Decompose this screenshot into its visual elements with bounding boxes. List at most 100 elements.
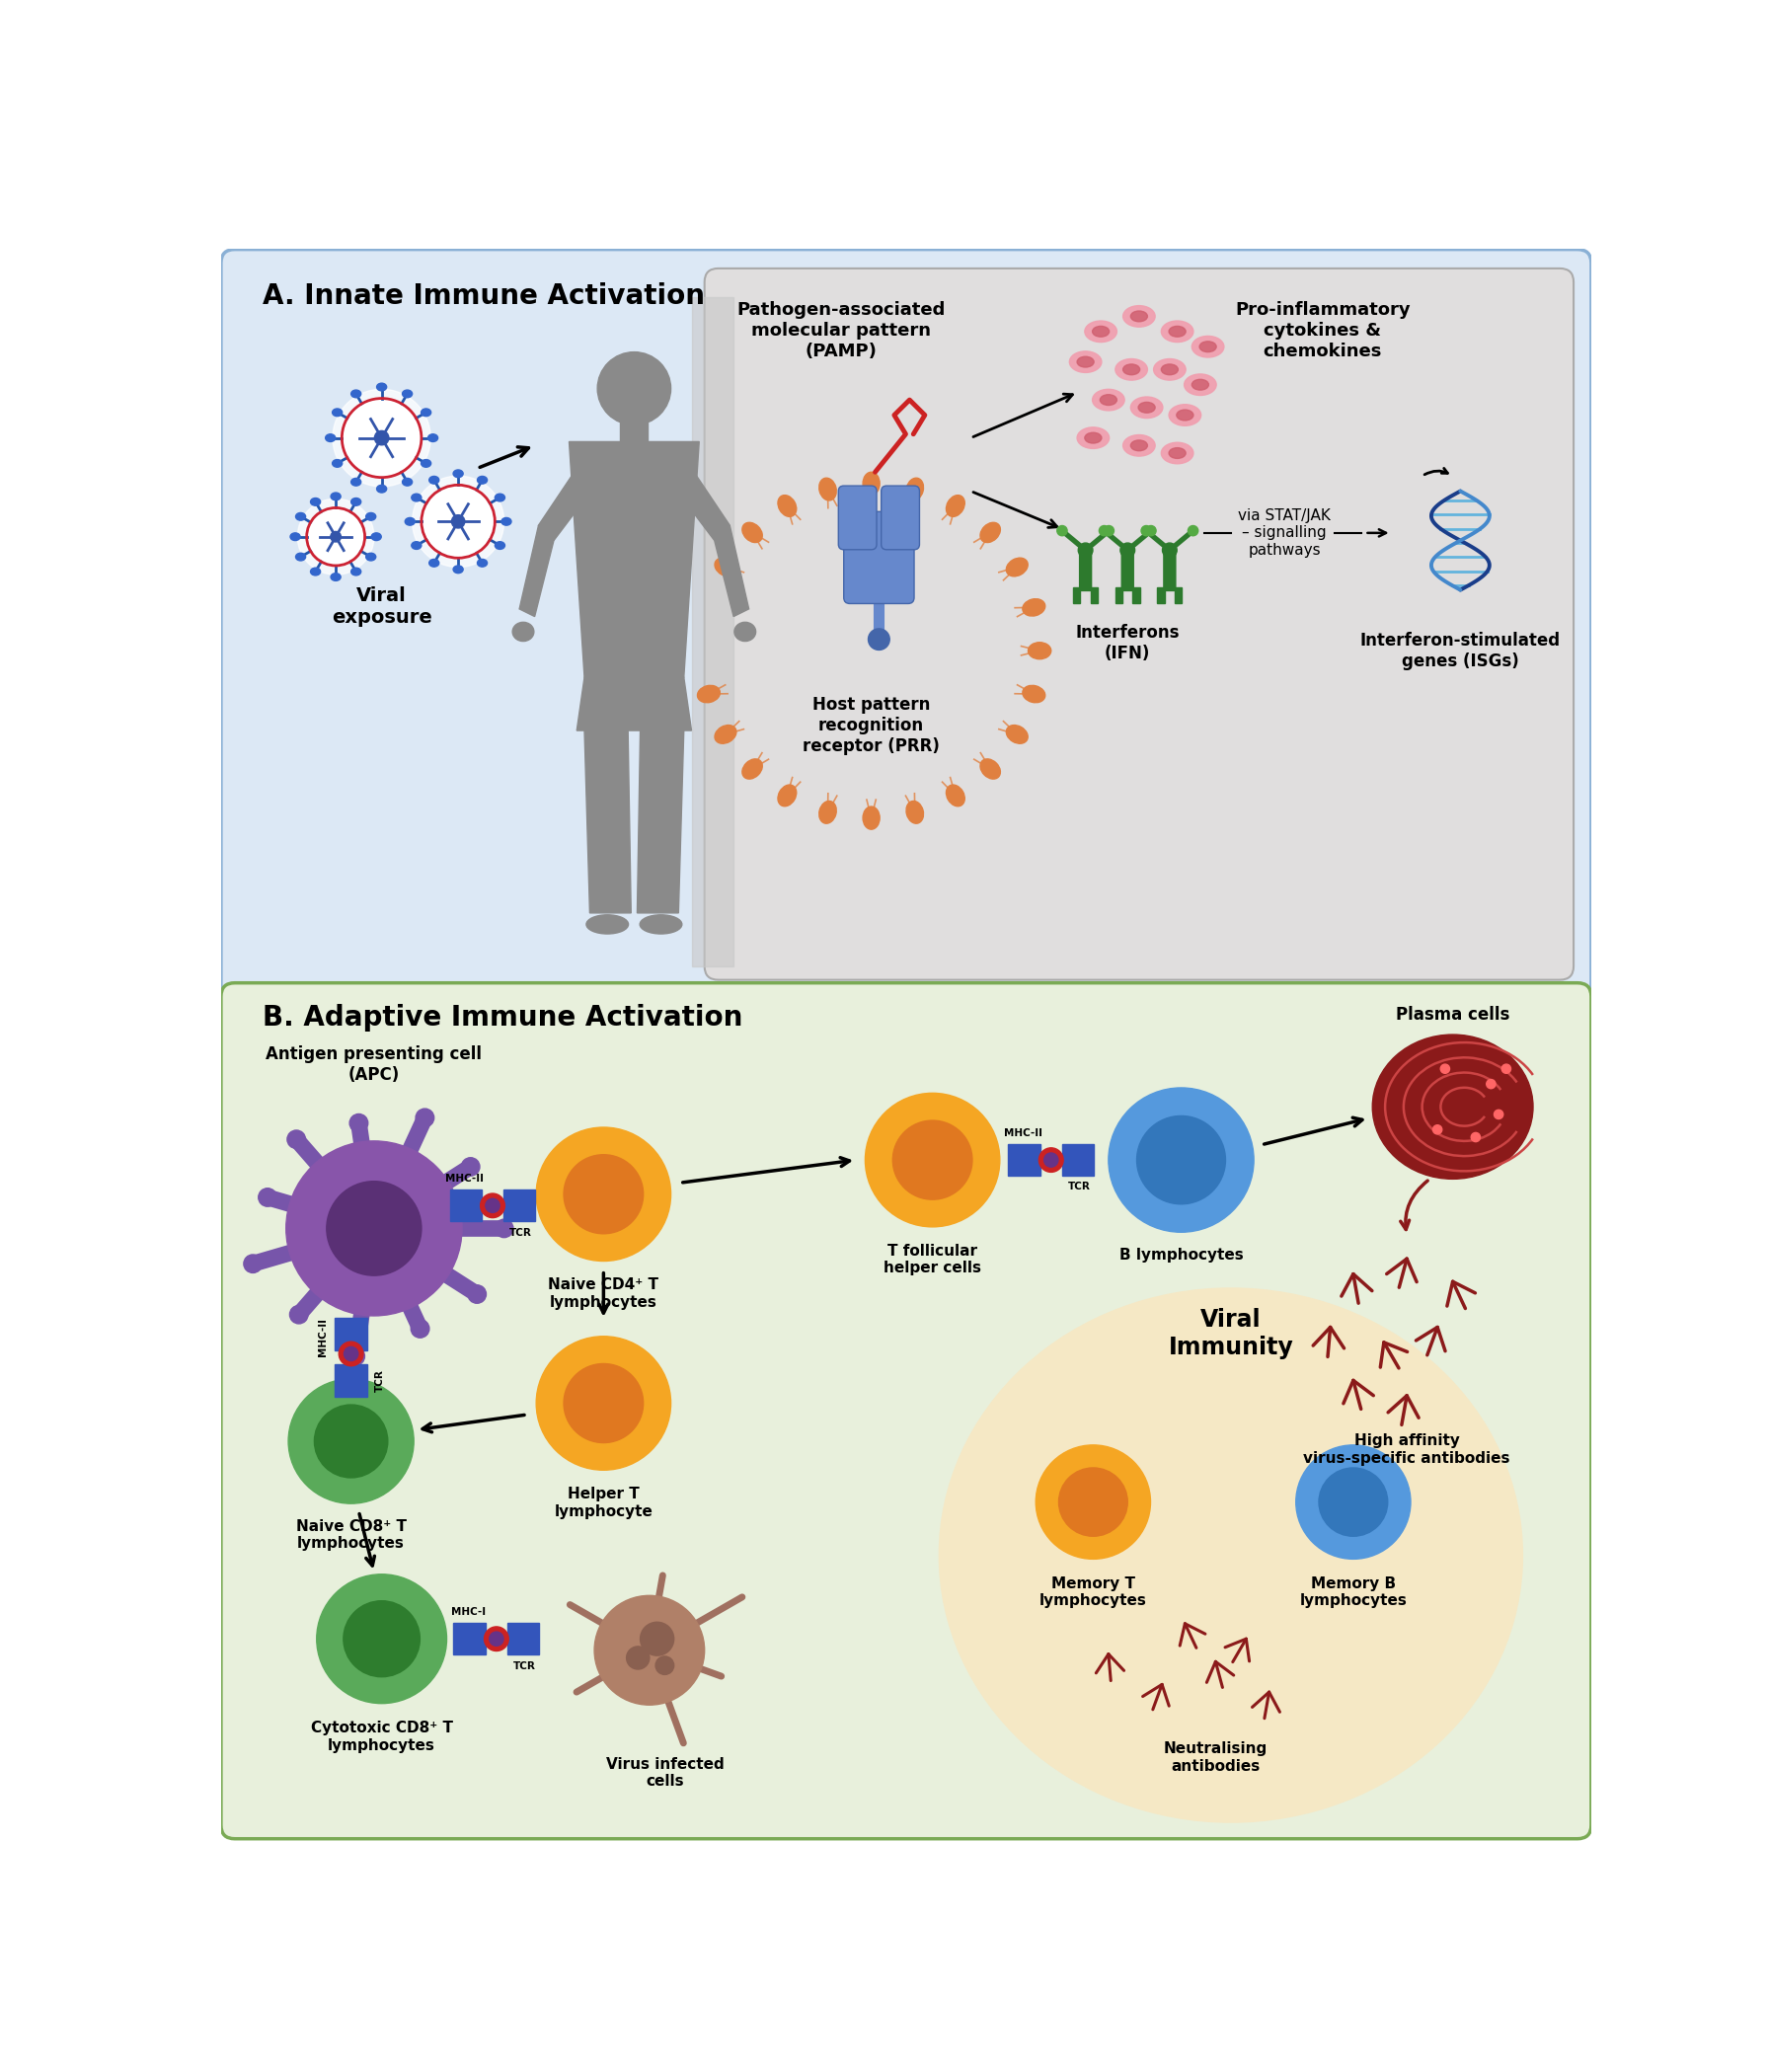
Text: Cytotoxic CD8⁺ T
lymphocytes: Cytotoxic CD8⁺ T lymphocytes <box>311 1722 453 1753</box>
Circle shape <box>1487 1080 1496 1088</box>
Circle shape <box>481 1193 506 1218</box>
Circle shape <box>316 1575 447 1703</box>
Ellipse shape <box>1139 402 1155 412</box>
Ellipse shape <box>1006 557 1027 576</box>
Circle shape <box>1188 526 1199 537</box>
Text: Plasma cells: Plasma cells <box>1395 1005 1510 1024</box>
Ellipse shape <box>1372 1034 1533 1179</box>
Bar <box>454 1622 486 1656</box>
Ellipse shape <box>295 512 306 520</box>
Ellipse shape <box>1077 356 1094 367</box>
Ellipse shape <box>1123 307 1155 327</box>
Ellipse shape <box>430 477 438 485</box>
Ellipse shape <box>1192 336 1223 356</box>
Ellipse shape <box>1093 325 1109 338</box>
Bar <box>1063 1144 1094 1177</box>
Ellipse shape <box>1132 311 1147 321</box>
Circle shape <box>1040 1148 1063 1173</box>
Ellipse shape <box>979 758 1001 779</box>
Circle shape <box>347 1347 364 1365</box>
Ellipse shape <box>421 408 431 416</box>
Circle shape <box>1121 543 1135 557</box>
Ellipse shape <box>743 522 762 543</box>
Ellipse shape <box>1116 358 1147 379</box>
Ellipse shape <box>430 559 438 568</box>
Polygon shape <box>691 296 734 966</box>
Ellipse shape <box>403 479 412 485</box>
Ellipse shape <box>1132 398 1163 419</box>
Bar <box>334 1318 368 1351</box>
Ellipse shape <box>325 435 336 441</box>
Text: TCR: TCR <box>375 1370 385 1392</box>
Circle shape <box>332 390 431 487</box>
Circle shape <box>598 352 670 425</box>
Circle shape <box>490 1633 504 1645</box>
Circle shape <box>495 1218 513 1237</box>
Text: TCR: TCR <box>509 1227 532 1237</box>
Circle shape <box>410 1320 430 1339</box>
Text: TCR: TCR <box>1068 1181 1091 1191</box>
Text: Host pattern
recognition
receptor (PRR): Host pattern recognition receptor (PRR) <box>803 696 941 754</box>
Ellipse shape <box>946 785 965 806</box>
Ellipse shape <box>331 574 341 580</box>
Circle shape <box>286 1129 306 1148</box>
Text: T follicular
helper cells: T follicular helper cells <box>884 1243 981 1276</box>
Circle shape <box>1471 1133 1480 1142</box>
Circle shape <box>451 516 465 528</box>
Ellipse shape <box>366 512 377 520</box>
Ellipse shape <box>819 802 836 823</box>
Text: Neutralising
antibodies: Neutralising antibodies <box>1163 1740 1268 1774</box>
Ellipse shape <box>1169 325 1186 338</box>
Ellipse shape <box>331 493 341 499</box>
Ellipse shape <box>907 802 923 823</box>
Circle shape <box>626 1647 649 1670</box>
Ellipse shape <box>979 522 1001 543</box>
Circle shape <box>350 1115 368 1131</box>
Bar <box>1116 586 1123 603</box>
Ellipse shape <box>295 553 306 562</box>
Bar <box>1091 586 1098 603</box>
Circle shape <box>1494 1111 1503 1119</box>
Bar <box>334 1365 368 1397</box>
Ellipse shape <box>377 383 387 392</box>
Circle shape <box>564 1363 644 1442</box>
Circle shape <box>1036 1444 1151 1558</box>
Circle shape <box>421 485 495 557</box>
Ellipse shape <box>1086 321 1117 342</box>
Text: Virus infected
cells: Virus infected cells <box>606 1757 723 1788</box>
Text: MHC-II: MHC-II <box>1004 1127 1043 1138</box>
Circle shape <box>1162 543 1177 557</box>
Polygon shape <box>668 458 730 541</box>
Circle shape <box>1140 526 1151 537</box>
Circle shape <box>594 1595 704 1705</box>
Ellipse shape <box>697 686 720 702</box>
Ellipse shape <box>1086 433 1101 443</box>
Circle shape <box>290 1305 308 1324</box>
Text: B lymphocytes: B lymphocytes <box>1119 1247 1243 1262</box>
Circle shape <box>536 1127 670 1262</box>
Text: Pathogen-associated
molecular pattern
(PAMP): Pathogen-associated molecular pattern (P… <box>735 300 946 361</box>
Text: MHC-I: MHC-I <box>451 1608 486 1616</box>
Circle shape <box>893 1121 972 1200</box>
Ellipse shape <box>352 390 361 398</box>
Text: Antigen presenting cell
(APC): Antigen presenting cell (APC) <box>265 1046 483 1084</box>
Circle shape <box>297 499 375 574</box>
Circle shape <box>375 431 389 445</box>
FancyBboxPatch shape <box>880 485 919 549</box>
Ellipse shape <box>1192 379 1209 390</box>
Bar <box>1158 586 1165 603</box>
FancyBboxPatch shape <box>221 982 1591 1838</box>
Circle shape <box>341 398 421 477</box>
Circle shape <box>339 1343 362 1365</box>
FancyBboxPatch shape <box>704 269 1574 980</box>
Ellipse shape <box>1029 642 1052 659</box>
Ellipse shape <box>428 435 438 441</box>
Ellipse shape <box>1176 410 1193 421</box>
Ellipse shape <box>863 472 880 495</box>
Circle shape <box>1109 1088 1254 1233</box>
Text: MHC-II: MHC-II <box>318 1318 327 1357</box>
Ellipse shape <box>1006 725 1027 744</box>
Ellipse shape <box>587 916 628 934</box>
Ellipse shape <box>290 533 301 541</box>
Ellipse shape <box>1169 448 1186 458</box>
